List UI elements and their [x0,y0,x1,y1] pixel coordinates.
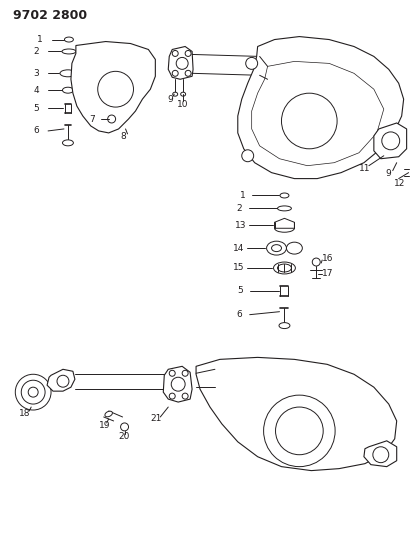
Text: 13: 13 [235,221,246,230]
Ellipse shape [267,241,286,255]
Circle shape [275,407,323,455]
Circle shape [176,58,188,69]
Polygon shape [364,441,397,466]
Circle shape [21,380,45,404]
Circle shape [182,393,188,399]
Text: 6: 6 [237,310,242,319]
Text: 18: 18 [19,409,31,418]
Circle shape [98,71,134,107]
Ellipse shape [105,411,113,417]
Polygon shape [252,61,384,166]
Circle shape [120,423,129,431]
Circle shape [282,93,337,149]
Ellipse shape [181,92,186,96]
Ellipse shape [60,70,76,77]
Ellipse shape [279,322,290,328]
Text: 5: 5 [33,103,39,112]
Circle shape [169,393,175,399]
Text: 17: 17 [322,270,334,278]
Polygon shape [238,37,404,179]
Text: 19: 19 [99,422,110,431]
Polygon shape [71,42,155,133]
Polygon shape [196,358,397,471]
Ellipse shape [62,140,74,146]
Ellipse shape [272,245,282,252]
Ellipse shape [62,49,76,54]
Text: 20: 20 [119,432,130,441]
Circle shape [57,375,69,387]
Ellipse shape [173,92,178,96]
Text: 9702 2800: 9702 2800 [13,9,88,22]
Text: 14: 14 [233,244,244,253]
Ellipse shape [280,193,289,198]
Text: 8: 8 [120,132,126,141]
Polygon shape [275,219,294,228]
Circle shape [172,51,178,56]
Text: 7: 7 [89,115,95,124]
Ellipse shape [62,87,74,93]
Polygon shape [374,123,406,159]
Circle shape [28,387,38,397]
Circle shape [263,395,335,466]
Circle shape [246,58,258,69]
Circle shape [15,374,51,410]
Text: 1: 1 [37,35,43,44]
Text: 2: 2 [237,204,242,213]
Circle shape [185,70,191,76]
Text: 1: 1 [240,191,245,200]
Ellipse shape [274,262,296,274]
Text: 6: 6 [33,126,39,135]
Text: 16: 16 [322,254,334,263]
Text: 10: 10 [177,100,189,109]
Circle shape [108,115,115,123]
Circle shape [382,132,399,150]
Text: 21: 21 [150,415,162,423]
Ellipse shape [277,206,291,211]
Polygon shape [47,369,75,391]
Text: 5: 5 [237,286,242,295]
Circle shape [312,258,320,266]
Circle shape [172,70,178,76]
Text: 4: 4 [33,86,39,95]
Text: 11: 11 [359,164,370,173]
Circle shape [169,370,175,376]
Text: 3: 3 [33,69,39,78]
Ellipse shape [65,37,74,42]
Circle shape [171,377,185,391]
Text: 9: 9 [386,169,392,178]
Circle shape [373,447,389,463]
Circle shape [242,150,254,161]
Text: 12: 12 [394,179,405,188]
Ellipse shape [275,224,294,232]
Polygon shape [163,366,192,402]
Text: 2: 2 [33,47,39,56]
Ellipse shape [277,264,291,272]
Circle shape [182,370,188,376]
Text: 9: 9 [167,95,173,103]
Ellipse shape [286,242,302,254]
Polygon shape [168,46,193,79]
Circle shape [185,51,191,56]
Text: 15: 15 [233,263,244,272]
